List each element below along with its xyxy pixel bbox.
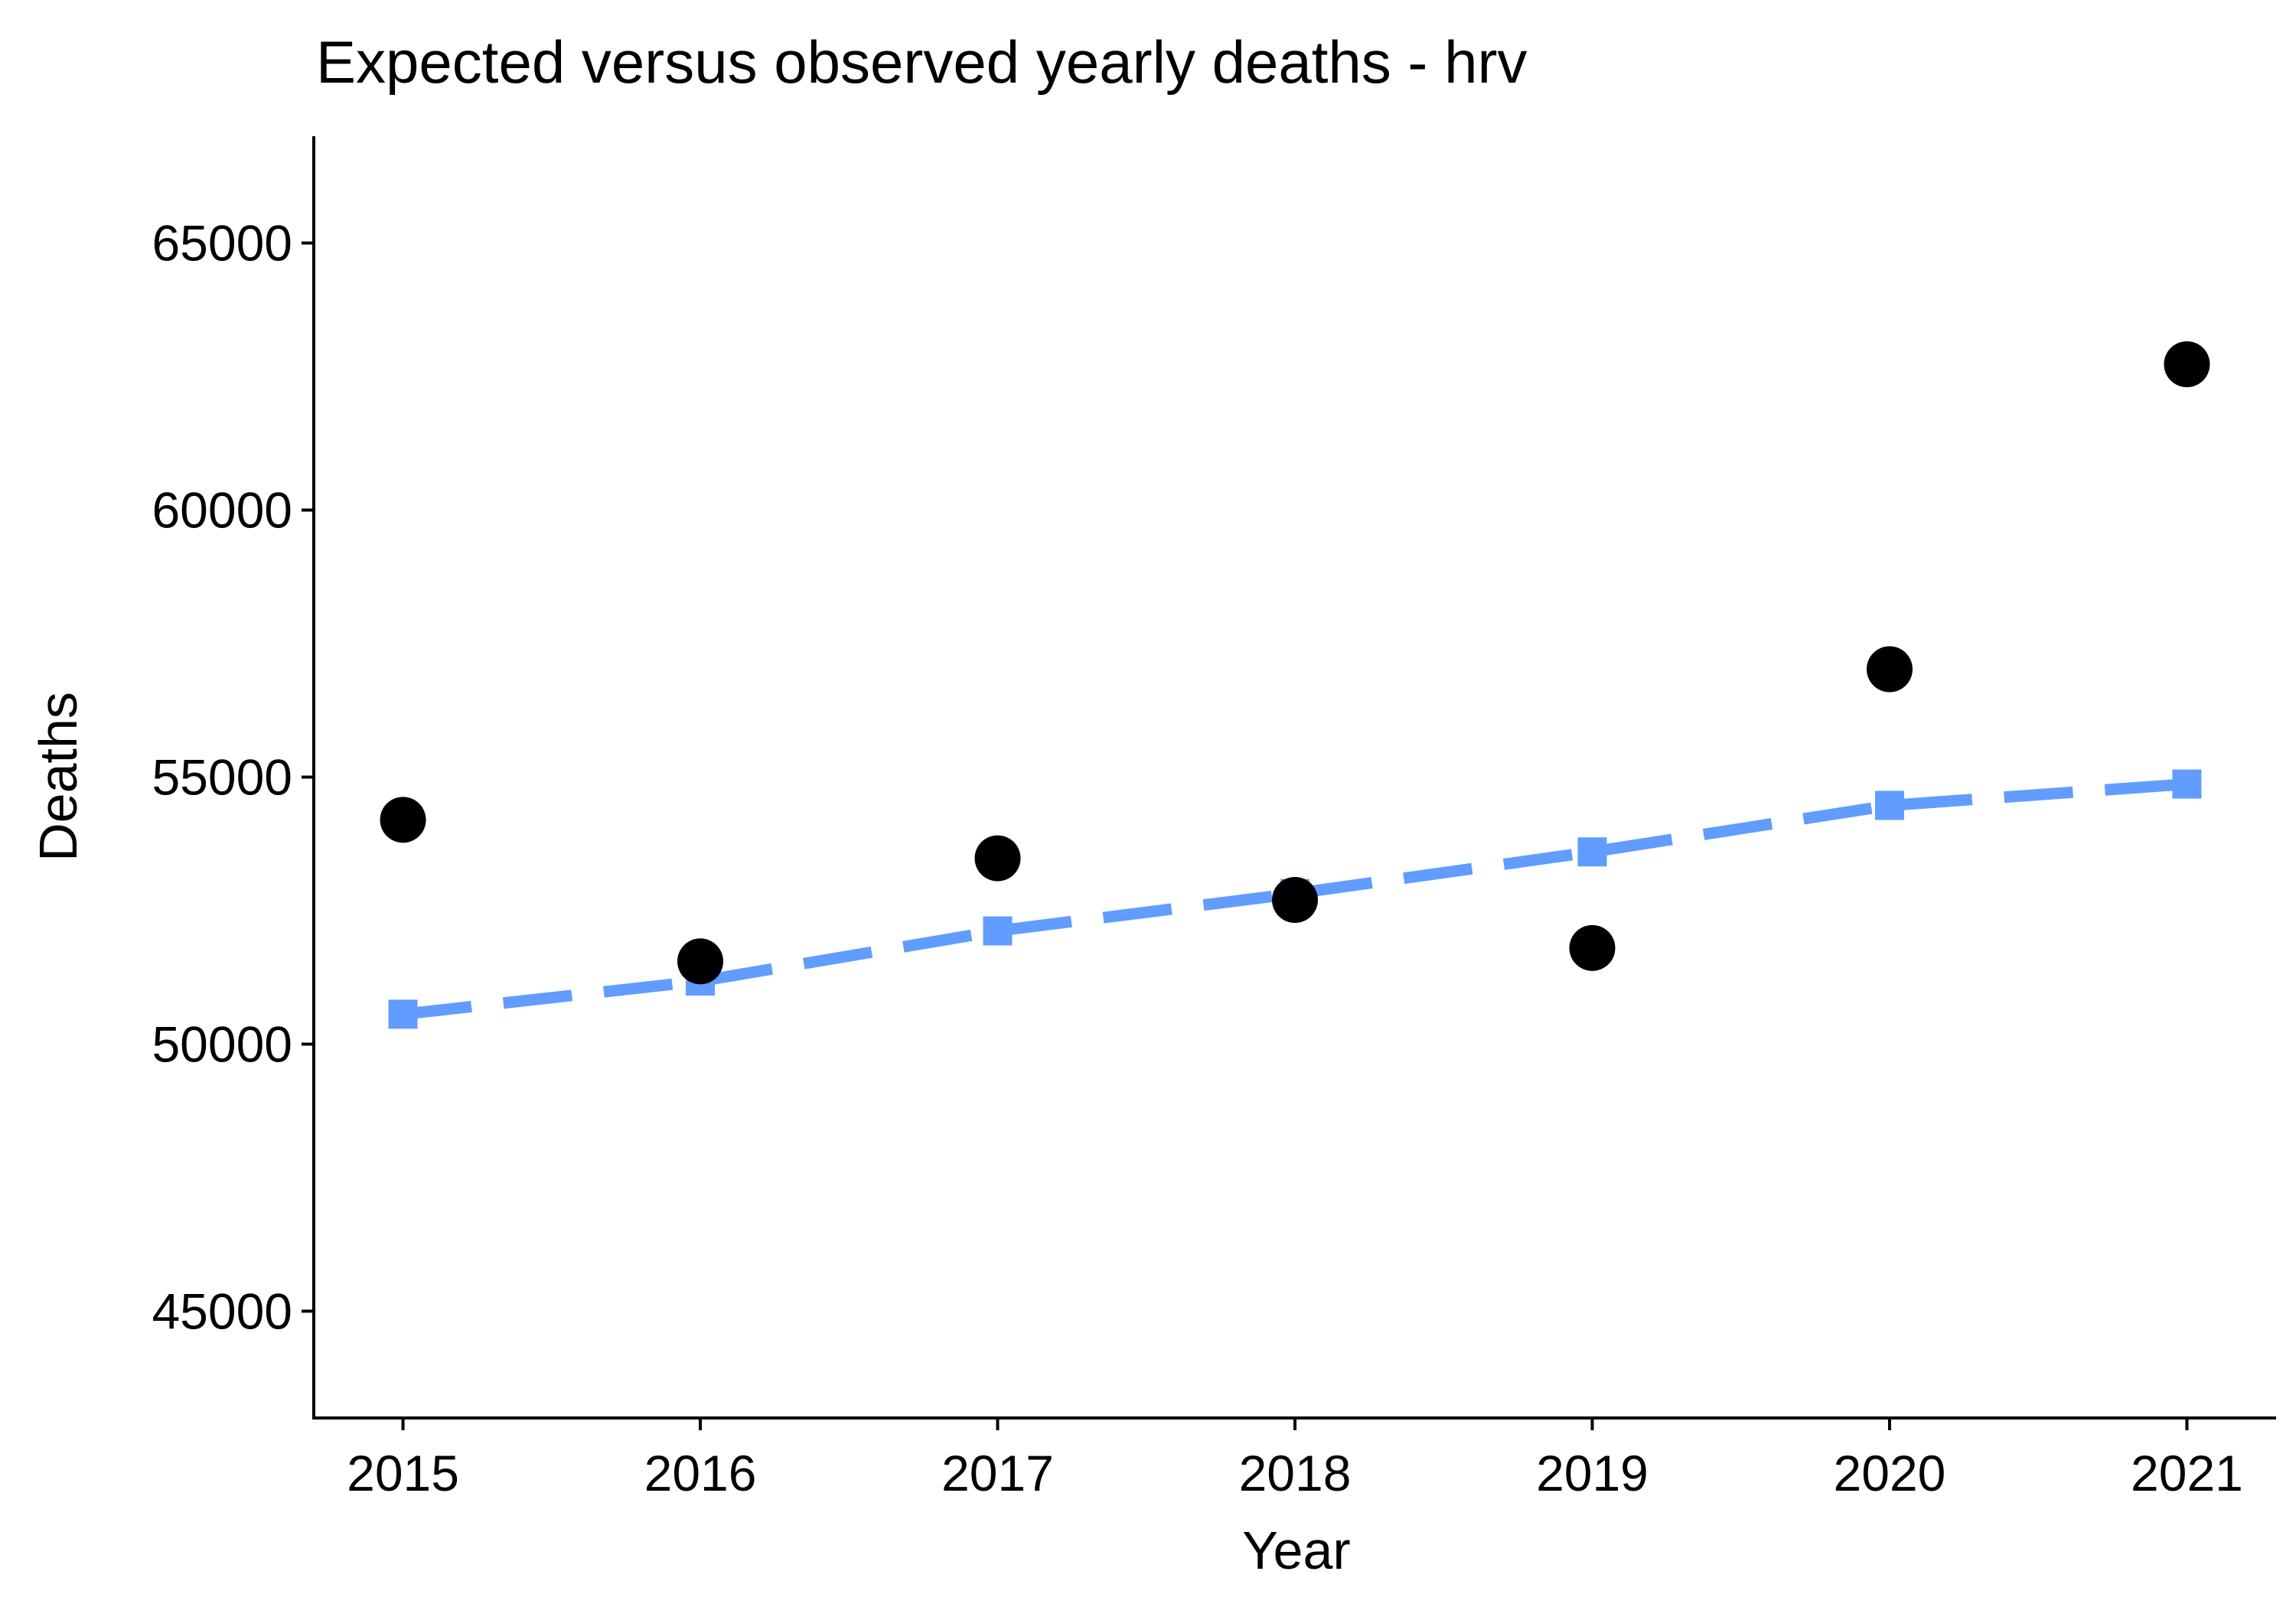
expected-point [983,916,1013,946]
x-tick-label: 2015 [347,1445,459,1501]
observed-point [677,938,724,985]
observed-point [380,797,426,843]
x-tick-label: 2016 [644,1445,757,1501]
x-tick-label: 2018 [1239,1445,1352,1501]
observed-series [380,341,2210,985]
axis-lines [312,136,2276,1420]
y-axis-title: Deaths [28,692,88,862]
y-tick-label: 60000 [152,482,292,539]
y-axis-ticks: 45000 50000 55000 60000 65000 [152,215,314,1339]
observed-point [1272,877,1318,924]
y-tick-label: 65000 [152,215,292,272]
observed-point [1866,646,1913,693]
x-tick-label: 2017 [941,1445,1054,1501]
x-axis-title: Year [1242,1521,1350,1580]
x-tick-label: 2019 [1536,1445,1649,1501]
x-tick-label: 2020 [1834,1445,1946,1501]
expected-point [388,999,418,1029]
observed-point [2164,341,2210,388]
observed-point [1569,924,1616,971]
y-tick-label: 55000 [152,749,292,806]
x-tick-label: 2021 [2131,1445,2243,1501]
expected-point [1874,790,1904,820]
x-axis-ticks: 2015 2016 2017 2018 2019 2020 2021 [347,1418,2243,1501]
y-tick-label: 45000 [152,1283,292,1339]
y-tick-label: 50000 [152,1015,292,1072]
observed-point [974,835,1021,882]
expected-point [1577,837,1607,867]
chart-title: Expected versus observed yearly deaths -… [316,28,1527,96]
expected-point [2172,769,2202,799]
